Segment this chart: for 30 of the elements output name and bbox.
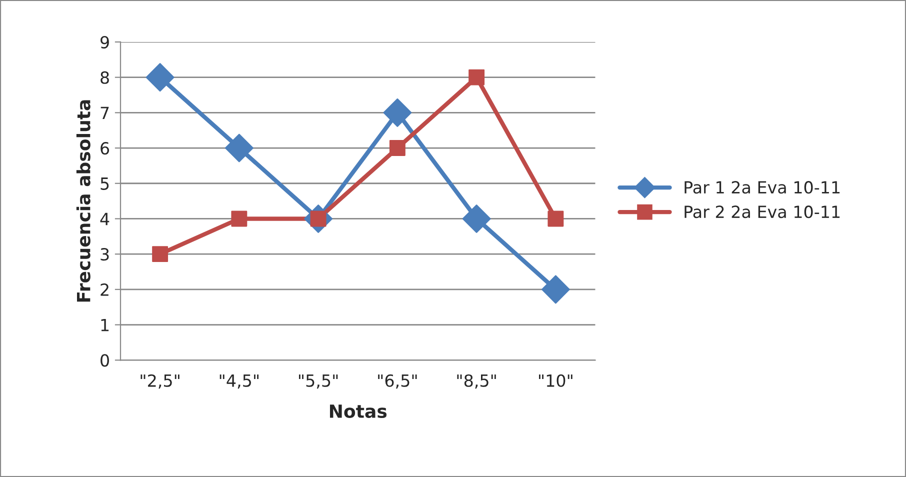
point bbox=[224, 134, 254, 162]
point bbox=[231, 210, 248, 227]
y-tick-label: 2 bbox=[100, 283, 108, 296]
legend-label: Par 1 2a Eva 10-11 bbox=[684, 181, 840, 194]
y-tick-label: 1 bbox=[101, 318, 109, 332]
point bbox=[146, 63, 174, 92]
point bbox=[389, 140, 406, 156]
y-axis-title: Frecuencia absoluta bbox=[76, 100, 90, 302]
point bbox=[548, 210, 564, 227]
x-tick-label: "8,5" bbox=[457, 374, 496, 389]
x-tick-label: "4,5" bbox=[220, 374, 258, 389]
x-tick-label: "6,5" bbox=[378, 374, 417, 389]
y-tick-label: 4 bbox=[100, 212, 110, 226]
y-tick-label: 6 bbox=[100, 142, 110, 155]
legend-label: Par 2 2a Eva 10-11 bbox=[684, 206, 840, 218]
y-tick-label: 0 bbox=[100, 354, 109, 367]
point bbox=[468, 69, 485, 86]
x-tick-label: "2,5" bbox=[140, 374, 180, 389]
point bbox=[152, 246, 168, 262]
point bbox=[383, 98, 412, 127]
x-tick-label: "10" bbox=[539, 374, 572, 387]
y-tick-label: 9 bbox=[100, 36, 109, 49]
x-axis-title: Notas bbox=[330, 404, 387, 418]
x-tick-label: "5,5" bbox=[298, 374, 338, 389]
y-tick-label: 8 bbox=[100, 71, 109, 84]
point bbox=[541, 275, 570, 304]
point bbox=[462, 204, 491, 233]
y-tick-label: 3 bbox=[100, 248, 109, 261]
y-tick-label: 7 bbox=[100, 106, 109, 120]
y-tick-label: 5 bbox=[100, 178, 109, 190]
